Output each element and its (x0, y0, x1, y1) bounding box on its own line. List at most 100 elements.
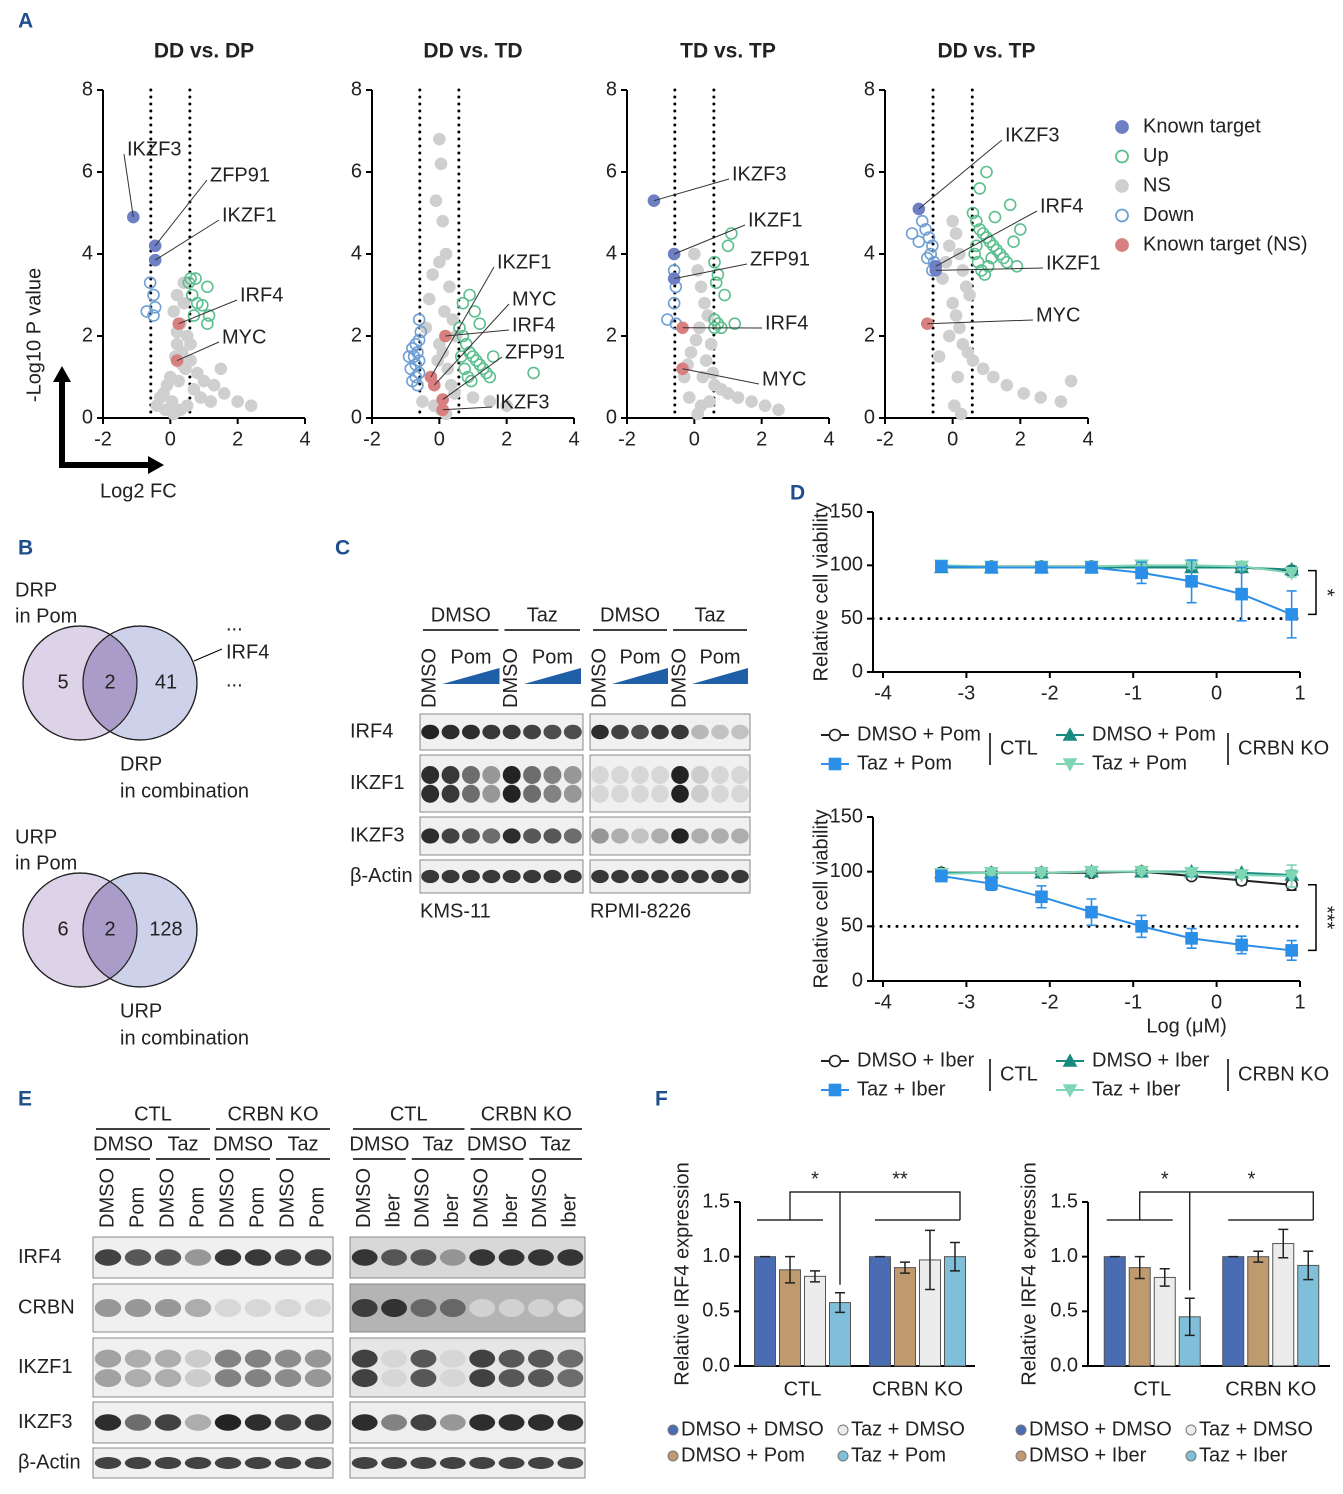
blot-band (439, 1369, 466, 1388)
y-tick-label: 8 (606, 78, 617, 100)
leader-line (653, 178, 730, 202)
blot-band (244, 1249, 272, 1266)
legend-marker (667, 1450, 679, 1462)
blot-band (304, 1457, 332, 1469)
blot-band (381, 1369, 407, 1388)
y-tick-label: 2 (606, 324, 617, 346)
venn-count: 5 (57, 671, 68, 693)
lane-label: Iber (559, 1193, 581, 1228)
blot-band (461, 784, 480, 803)
y-tick-label: 0 (606, 406, 617, 428)
bar (944, 1256, 966, 1367)
annotation: IKZF1 (497, 251, 551, 273)
data-point (172, 374, 186, 388)
callout-line (193, 648, 223, 662)
blot-band (461, 765, 480, 784)
data-point (1234, 869, 1249, 883)
lane-label: Pom (126, 1187, 148, 1228)
data-point (711, 268, 725, 281)
y-tick-label: 6 (606, 160, 617, 182)
data-point (986, 370, 1000, 384)
blot-strip (92, 1337, 334, 1398)
data-point (912, 235, 926, 248)
group-label: DMSO (93, 1133, 153, 1155)
y-tick-label: 2 (351, 324, 362, 346)
data-point (725, 227, 738, 240)
x-axis-label: Log (μM) (1146, 1015, 1226, 1037)
data-point (1003, 198, 1017, 212)
blot-band (528, 1414, 554, 1431)
lane-label: Pom (699, 646, 740, 668)
venn-label: in combination (120, 1027, 249, 1049)
lane-label: DMSO (156, 1168, 178, 1228)
data-point (728, 317, 742, 331)
legend-marker (1062, 758, 1078, 772)
blot-band (184, 1457, 212, 1469)
venn-outline (82, 625, 198, 741)
x-tick-label: 0 (434, 428, 445, 450)
error-bar (810, 1270, 820, 1283)
blot-band (651, 869, 669, 884)
legend-group: CRBN KO (1238, 1063, 1329, 1085)
lane-label: Pom (246, 1187, 268, 1228)
blot-band (421, 784, 440, 803)
y-axis-label: -Log10 P value (23, 268, 45, 402)
blot-band (154, 1414, 182, 1431)
blot-band (591, 869, 609, 884)
y-tick-label: 50 (841, 607, 863, 629)
blot-band (441, 724, 460, 740)
blot-band (482, 869, 501, 884)
data-point (706, 366, 720, 380)
callout: ... (226, 669, 243, 691)
data-point (942, 239, 956, 253)
y-tick-label: 6 (82, 160, 93, 182)
x-tick-label: 4 (1082, 428, 1093, 450)
panel-label: C (335, 537, 350, 560)
blot-band (439, 1299, 466, 1317)
data-point (973, 223, 987, 236)
leader-line (123, 153, 134, 218)
blot-band (498, 1349, 525, 1368)
y-axis-label: Relative IRF4 expression (1018, 1162, 1040, 1385)
data-point (411, 378, 424, 392)
blot-band (711, 784, 729, 803)
data-point (691, 407, 705, 421)
y-tick-label: 50 (841, 915, 863, 937)
lane-label: DMSO (418, 648, 440, 708)
data-point (758, 399, 772, 413)
annotation: IRF4 (512, 314, 555, 336)
y-tick-label: 0 (351, 406, 362, 428)
blot-band (184, 1414, 212, 1431)
dose-wedge (442, 668, 500, 684)
legend-label: DMSO + Iber (1029, 1444, 1147, 1466)
lane-label: Pom (450, 646, 491, 668)
data-point (422, 292, 436, 306)
venn-outline (82, 872, 198, 988)
blot-band (274, 1249, 302, 1266)
group-label: DMSO (467, 1133, 527, 1155)
data-point (456, 329, 470, 343)
blot-band (711, 828, 729, 844)
blot-band (274, 1369, 302, 1388)
lane-label: DMSO (470, 1168, 492, 1228)
data-point (434, 157, 448, 171)
venn-label: in combination (120, 780, 249, 802)
significance-bracket (757, 1191, 961, 1285)
blot-band (651, 765, 669, 784)
row-label: IKZF1 (350, 772, 404, 794)
blot-band (671, 724, 689, 740)
data-point (699, 354, 713, 367)
bar (869, 1256, 891, 1367)
x-tick-label: 0 (947, 428, 958, 450)
lane-label: DMSO (276, 1168, 298, 1228)
blot-band (214, 1457, 242, 1469)
data-point (1035, 890, 1048, 904)
y-tick-label: 1.5 (702, 1190, 730, 1212)
legend-label: DMSO + DMSO (681, 1418, 824, 1440)
venn-count: 41 (155, 671, 177, 693)
data-point (985, 877, 998, 890)
data-point (1185, 932, 1198, 945)
blot-band (691, 869, 709, 884)
blot-band (274, 1457, 302, 1469)
